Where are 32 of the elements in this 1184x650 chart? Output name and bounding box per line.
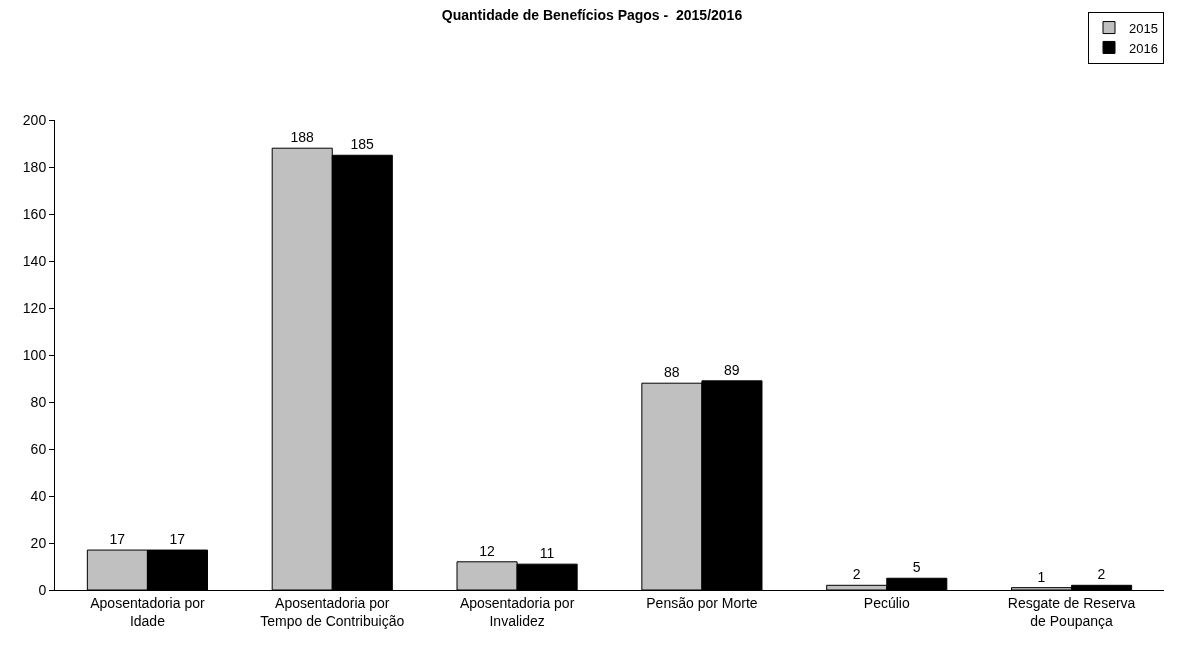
y-tick-label: 160 — [22, 205, 47, 222]
y-tick-label: 180 — [22, 158, 47, 175]
y-tick-label: 100 — [22, 346, 47, 363]
data-label: 5 — [912, 559, 921, 576]
data-label: 17 — [109, 531, 126, 548]
data-label: 2 — [852, 566, 861, 583]
y-tick-label: 40 — [30, 487, 47, 504]
x-tick-label: Aposentadoria por Tempo de Contribuição — [260, 594, 405, 629]
y-tick-label: 20 — [30, 534, 47, 551]
x-tick-label: Resgate de Reserva de Poupança — [1007, 594, 1136, 629]
data-label: 88 — [663, 364, 680, 381]
y-tick-label: 120 — [22, 299, 47, 316]
y-tick-label: 60 — [30, 440, 47, 457]
chart-title: Quantidade de Benefícios Pagos - 2015/2016 — [441, 6, 743, 23]
data-label: 185 — [350, 136, 375, 153]
data-label: 2 — [1097, 566, 1106, 583]
data-label: 89 — [724, 361, 740, 378]
y-tick-label: 140 — [22, 252, 47, 269]
y-tick-label: 200 — [22, 111, 47, 128]
data-label: 188 — [290, 129, 314, 146]
legend-label: 2015 — [1129, 20, 1158, 36]
legend-label: 2016 — [1129, 40, 1158, 56]
data-label: 1 — [1037, 568, 1046, 585]
y-tick-label: 80 — [30, 393, 47, 410]
x-tick-label: Aposentadoria por Idade — [90, 594, 205, 629]
x-tick-label: Pensão por Morte — [646, 594, 758, 611]
data-label: 11 — [539, 545, 555, 562]
x-tick-label: Aposentadoria por Invalidez — [459, 594, 575, 629]
data-label: 12 — [479, 542, 495, 559]
y-tick-label: 0 — [38, 581, 47, 598]
x-tick-label: Pecúlio — [863, 594, 910, 611]
data-label: 17 — [169, 531, 186, 548]
